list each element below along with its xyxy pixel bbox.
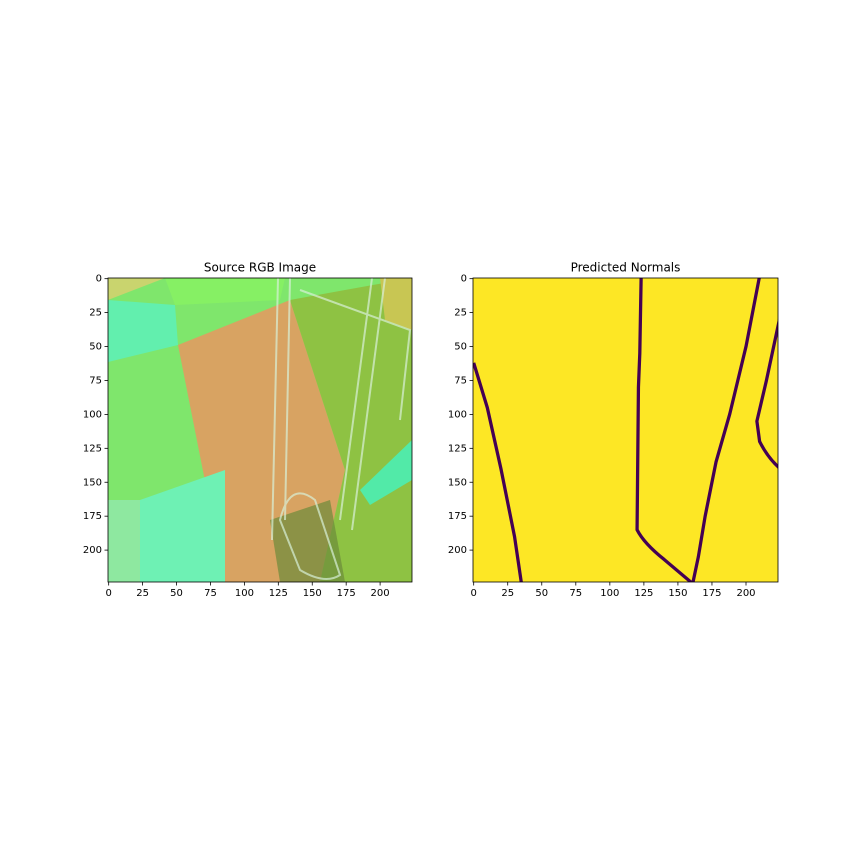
y-tick-label: 100 <box>83 409 102 420</box>
x-tick-label: 200 <box>371 588 390 599</box>
y-tick-label: 0 <box>461 274 467 285</box>
y-tick-label: 200 <box>448 545 467 556</box>
y-tick-label: 25 <box>89 308 102 319</box>
y-tick-label: 125 <box>83 443 102 454</box>
chart-title: Predicted Normals <box>571 261 681 275</box>
y-tick-label: 75 <box>89 375 102 386</box>
x-tick-label: 200 <box>736 588 755 599</box>
x-tick-label: 25 <box>501 588 514 599</box>
y-tick-label: 150 <box>83 477 102 488</box>
y-tick-label: 25 <box>454 308 467 319</box>
x-tick-label: 125 <box>634 588 653 599</box>
x-tick-label: 125 <box>269 588 288 599</box>
x-tick-label: 25 <box>136 588 149 599</box>
y-tick-label: 175 <box>83 511 102 522</box>
x-tick-label: 50 <box>170 588 183 599</box>
x-tick-label: 0 <box>105 588 111 599</box>
x-tick-label: 75 <box>204 588 217 599</box>
x-tick-label: 100 <box>235 588 254 599</box>
y-tick-label: 175 <box>448 511 467 522</box>
x-tick-label: 175 <box>702 588 721 599</box>
x-tick-label: 75 <box>569 588 582 599</box>
y-tick-label: 50 <box>454 342 467 353</box>
x-tick-label: 50 <box>535 588 548 599</box>
y-tick-label: 125 <box>448 443 467 454</box>
y-tick-label: 150 <box>448 477 467 488</box>
x-tick-label: 0 <box>470 588 476 599</box>
x-tick-label: 150 <box>303 588 322 599</box>
x-tick-label: 150 <box>668 588 687 599</box>
chart-title: Source RGB Image <box>204 261 316 275</box>
axes-frame <box>472 277 779 583</box>
x-tick-label: 175 <box>337 588 356 599</box>
y-tick-label: 75 <box>454 375 467 386</box>
y-tick-label: 100 <box>448 409 467 420</box>
x-tick-label: 100 <box>600 588 619 599</box>
normals-image <box>473 278 778 582</box>
axes-frame <box>107 277 413 583</box>
y-tick-label: 0 <box>96 274 102 285</box>
y-tick-label: 200 <box>83 545 102 556</box>
y-tick-label: 50 <box>89 342 102 353</box>
source-image <box>108 278 412 582</box>
